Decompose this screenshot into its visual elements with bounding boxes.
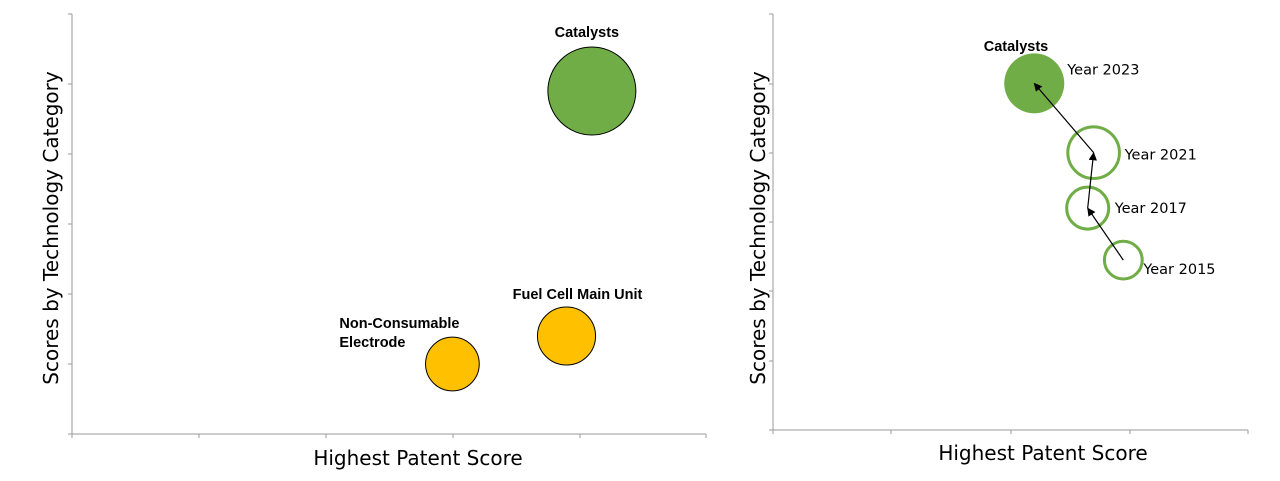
bubble-non-consumable-electrode xyxy=(425,336,480,392)
bubble-label-non-consumable-electrode: Non-Consumable Electrode xyxy=(339,316,459,351)
bubble-chart-right: Year 2015 Year 2017 Year 2021 Year 2023 Cat… xyxy=(746,13,1249,465)
bubble-catalysts xyxy=(547,46,637,136)
bubble-label-catalysts: Catalysts xyxy=(555,25,619,41)
x-axis-label: Highest Patent Score xyxy=(938,441,1147,465)
y-axis-label: Scores by Technology Category xyxy=(746,71,770,385)
bubble-chart-left: Catalysts Fuel Cell Main Unit Non-Consumab… xyxy=(39,13,707,470)
trajectory-arrow xyxy=(1087,151,1097,209)
x-axis-label: Highest Patent Score xyxy=(313,446,522,470)
y-axis-label: Scores by Technology Category xyxy=(39,71,63,385)
bubble-fuel-cell-main-unit xyxy=(536,306,597,366)
year-label-year-2023: Year 2023 xyxy=(1066,62,1139,78)
axes-right xyxy=(769,13,1249,434)
trajectory-arrow xyxy=(1087,207,1124,261)
bubbles-right: Year 2015 Year 2017 Year 2021 Year 2023 xyxy=(1004,53,1216,281)
trajectory-arrow xyxy=(1033,82,1095,154)
series-label-catalysts: Catalysts xyxy=(984,39,1048,55)
bubble-label-fuel-cell-main-unit: Fuel Cell Main Unit xyxy=(513,287,643,303)
year-label-year-2017: Year 2017 xyxy=(1114,201,1187,217)
year-label-year-2021: Year 2021 xyxy=(1124,148,1197,164)
axes-left xyxy=(68,13,707,438)
bubbles-left: Catalysts Fuel Cell Main Unit Non-Consumab… xyxy=(339,25,643,392)
year-label-year-2015: Year 2015 xyxy=(1142,262,1215,278)
